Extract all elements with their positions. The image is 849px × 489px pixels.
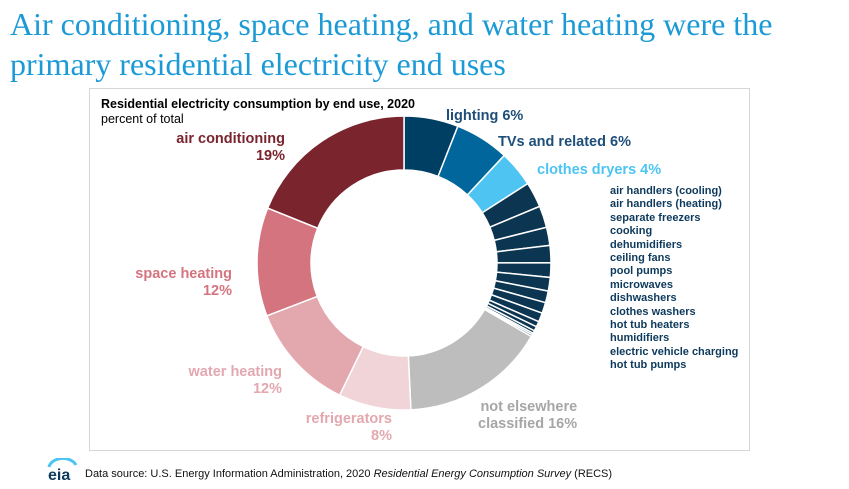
small-slice-label: electric vehicle charging bbox=[610, 345, 739, 358]
label-space-heating-value: 12% bbox=[202, 283, 232, 299]
source-prefix: Data source: U.S. Energy Information Adm… bbox=[85, 468, 374, 480]
data-source: Data source: U.S. Energy Information Adm… bbox=[85, 468, 612, 480]
label-refrigerators: refrigerators 8% bbox=[306, 411, 392, 445]
small-slice-label: clothes washers bbox=[610, 305, 696, 318]
small-slice-label: ceiling fans bbox=[610, 252, 671, 265]
slide-title: Air conditioning, space heating, and wat… bbox=[10, 6, 773, 82]
small-slice-label: air handlers (cooling) bbox=[610, 185, 722, 197]
label-air-conditioning: air conditioning 19% bbox=[176, 131, 285, 165]
small-slice-label: humidifiers bbox=[610, 332, 670, 345]
label-lighting-text: lighting 6% bbox=[446, 108, 524, 124]
small-slice-label: dishwashers bbox=[610, 292, 677, 305]
label-tvs-text: TVs and related 6% bbox=[498, 134, 631, 150]
slice-air-conditioning bbox=[266, 115, 405, 230]
label-tvs: TVs and related 6% bbox=[498, 134, 631, 151]
source-survey-name: Residential Energy Consumption Survey bbox=[373, 468, 572, 480]
eia-logo-text: eia bbox=[48, 467, 70, 484]
label-refrigerators-name: refrigerators bbox=[305, 411, 392, 427]
small-slice-label: hot tub heaters bbox=[610, 319, 690, 332]
label-clothes-dryers-text: clothes dryers 4% bbox=[537, 162, 662, 178]
chart-subtitle: percent of total bbox=[101, 112, 184, 126]
label-space-heating-name: space heating bbox=[135, 266, 232, 282]
label-clothes-dryers: clothes dryers 4% bbox=[537, 162, 661, 179]
chart-title: Residential electricity consumption by e… bbox=[101, 97, 415, 111]
label-nec-name: not elsewhere bbox=[480, 399, 578, 415]
label-ac-name: air conditioning bbox=[176, 131, 285, 147]
source-suffix: (RECS) bbox=[571, 468, 613, 480]
label-not-elsewhere: not elsewhere classified 16% bbox=[478, 399, 577, 433]
label-water-heating-value: 12% bbox=[252, 381, 282, 397]
small-slice-label: pool pumps bbox=[610, 265, 673, 278]
small-slice-list: air handlers (cooling) air handlers (hea… bbox=[610, 185, 738, 373]
eia-logo-mark: eia bbox=[47, 458, 78, 484]
label-space-heating: space heating 12% bbox=[135, 266, 232, 300]
label-nec-value: classified 16% bbox=[478, 416, 578, 432]
label-ac-value: 19% bbox=[255, 148, 285, 164]
small-slice-label: cooking bbox=[610, 225, 653, 238]
small-slice-label: hot tub pumps bbox=[610, 359, 687, 372]
label-water-heating-name: water heating bbox=[188, 364, 282, 380]
label-lighting: lighting 6% bbox=[446, 108, 523, 125]
label-water-heating: water heating 12% bbox=[189, 364, 282, 398]
small-slice-label: microwaves bbox=[610, 278, 673, 291]
small-slice-label: air handlers (heating) bbox=[610, 198, 722, 211]
small-slice-label: dehumidifiers bbox=[610, 238, 683, 251]
label-refrigerators-value: 8% bbox=[371, 428, 392, 444]
small-slice-label: separate freezers bbox=[610, 211, 701, 224]
